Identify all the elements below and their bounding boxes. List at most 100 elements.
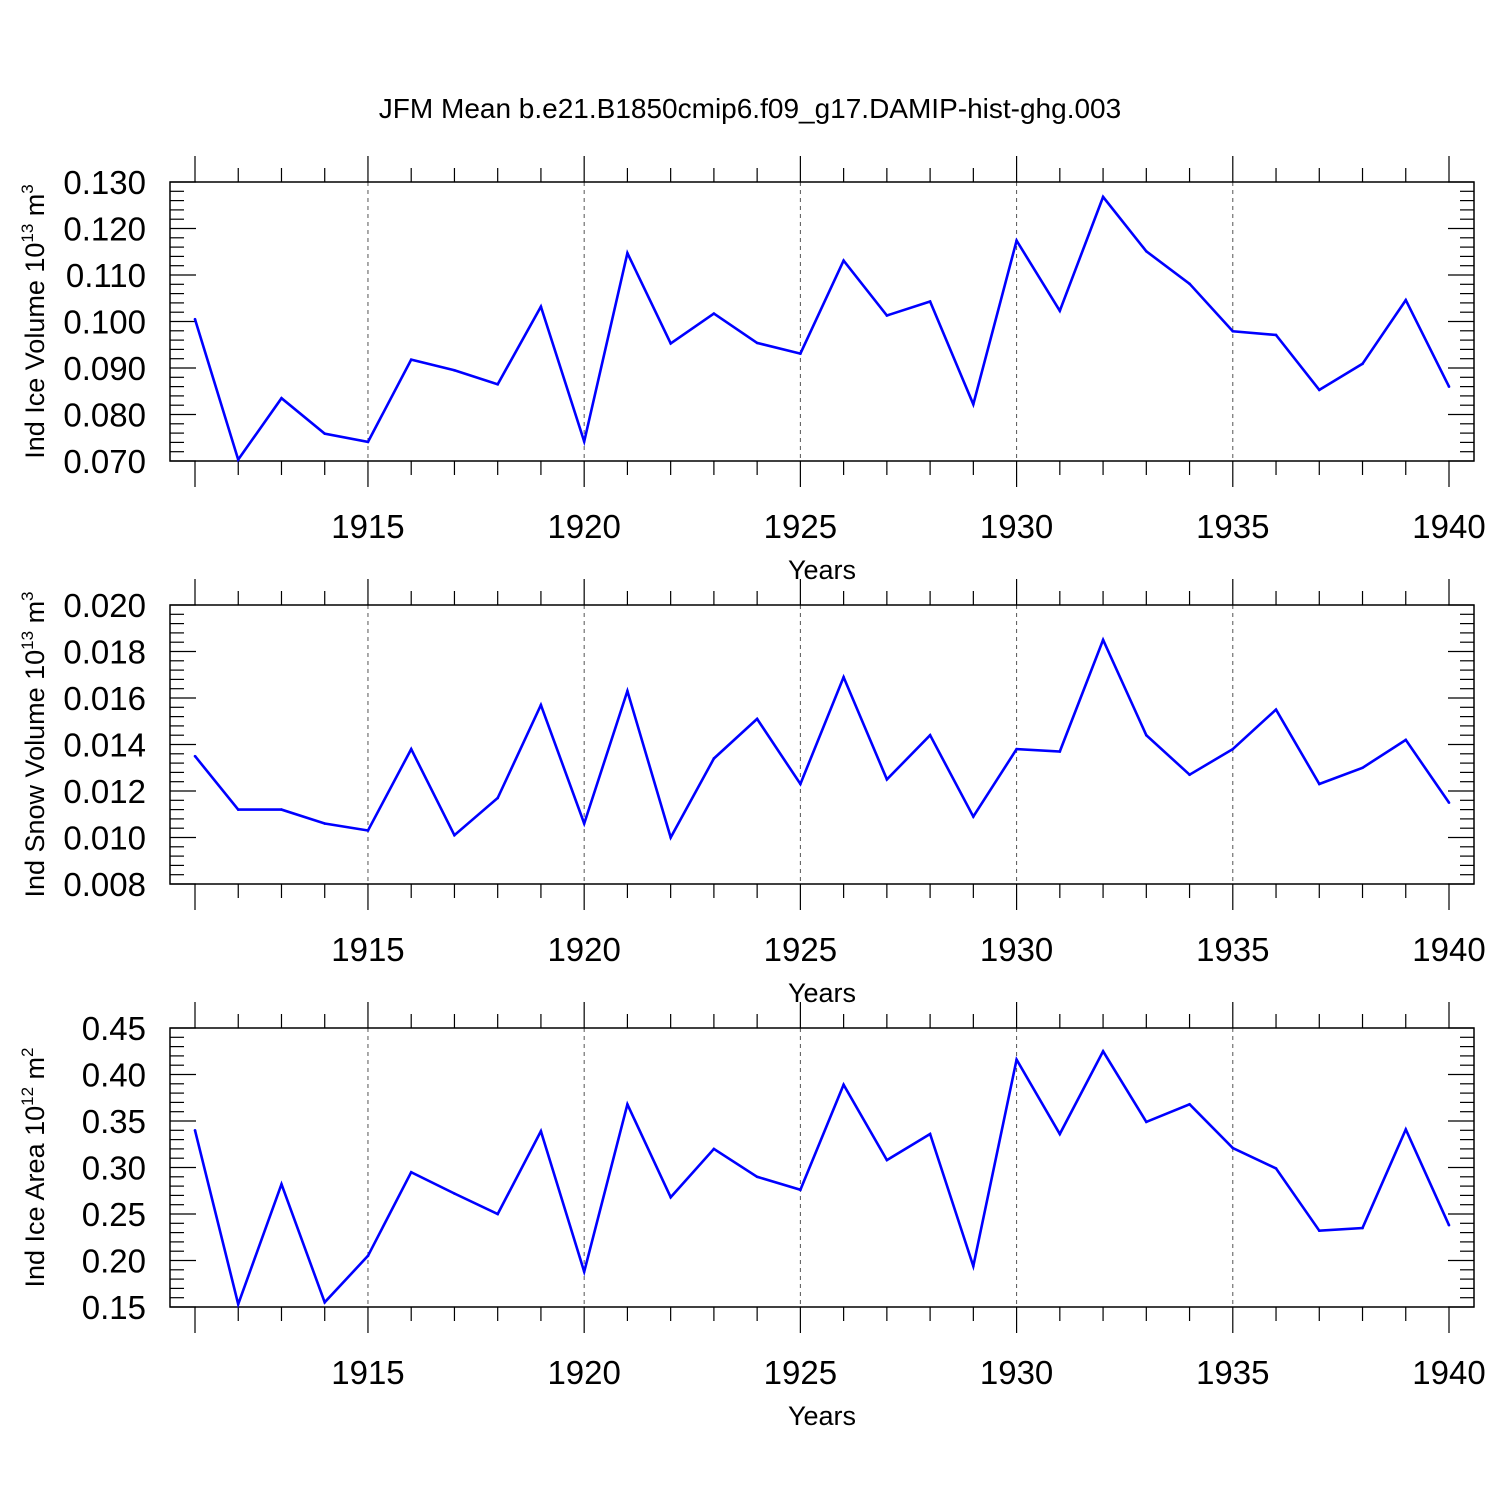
x-tick-label: 1930 [980, 508, 1053, 545]
y-tick-label: 0.110 [66, 257, 146, 294]
data-point [1317, 388, 1321, 392]
y-tick-label: 0.120 [63, 211, 146, 248]
y-tick-label: 0.30 [82, 1150, 146, 1187]
data-point [1231, 329, 1235, 333]
data-point [280, 1182, 283, 1186]
data-point [236, 808, 240, 811]
data-point [1015, 239, 1018, 242]
data-point [280, 396, 283, 400]
data-point [539, 1129, 543, 1133]
series-line-ice-area [193, 1048, 1451, 1309]
y-axis-label-exponent: 13 [18, 631, 37, 650]
data-point [366, 440, 370, 444]
data-point [1188, 773, 1191, 777]
x-tick-label: 1925 [764, 931, 837, 968]
data-point [972, 402, 975, 406]
y-tick-label: 0.35 [82, 1103, 146, 1140]
x-tick-label: 1920 [547, 508, 620, 545]
data-point [755, 1175, 759, 1179]
y-tick-label: 0.018 [63, 634, 146, 671]
data-point [1145, 249, 1148, 253]
data-point [842, 259, 845, 262]
data-point [539, 305, 543, 308]
data-point [1188, 1102, 1191, 1106]
data-point [193, 1129, 197, 1132]
y-axis-label-unit-exponent: 3 [18, 184, 37, 193]
data-point [236, 458, 240, 461]
chart-title: JFM Mean b.e21.B1850cmip6.f09_g17.DAMIP-… [379, 93, 1121, 124]
data-point [972, 815, 975, 818]
x-axis-label: Years [788, 978, 856, 1008]
x-tick-label: 1930 [980, 931, 1053, 968]
x-tick-label: 1940 [1412, 931, 1485, 968]
x-tick-label: 1920 [547, 931, 620, 968]
data-point [842, 1083, 845, 1087]
data-point [1015, 747, 1018, 751]
data-point [1404, 298, 1408, 302]
y-axis-label-text: Ind Ice Volume 10 [20, 243, 50, 459]
data-point [1274, 708, 1278, 711]
data-point [582, 822, 586, 825]
y-tick-label: 0.020 [63, 587, 146, 624]
data-point [1058, 1132, 1062, 1136]
data-point [712, 312, 716, 315]
data-point [1058, 750, 1062, 753]
x-tick-label: 1915 [331, 508, 404, 545]
data-point [323, 432, 327, 435]
data-point [928, 733, 932, 737]
data-point [626, 251, 629, 255]
x-tick-label: 1925 [764, 508, 837, 545]
data-point [409, 1170, 413, 1174]
data-point [496, 382, 499, 386]
panel-snow-volume: 1915 1920 1925 1930 1935 1940 Years 0.008 0.010 0… [18, 579, 1486, 1008]
y-tick-label: 0.070 [63, 443, 146, 480]
data-point [669, 1195, 672, 1199]
data-point [1274, 333, 1278, 337]
data-point [366, 1254, 370, 1258]
data-point [928, 1132, 932, 1136]
data-point [626, 689, 629, 693]
y-tick-label: 0.008 [63, 866, 146, 903]
x-tick-label: 1930 [980, 1354, 1053, 1391]
data-point [799, 1188, 802, 1192]
y-axis-label-unit: m [20, 601, 50, 631]
data-point [755, 341, 759, 345]
data-point [1274, 1167, 1278, 1170]
data-point [1188, 282, 1191, 286]
x-axis-label: Years [788, 1401, 856, 1431]
x-tick-label: 1940 [1412, 1354, 1485, 1391]
y-tick-label: 0.130 [63, 164, 146, 201]
x-tick-label: 1935 [1196, 931, 1269, 968]
data-point [712, 1147, 716, 1151]
data-point [1404, 738, 1408, 742]
y-tick-label: 0.014 [63, 727, 146, 764]
x-tick-label: 1920 [547, 1354, 620, 1391]
data-point [323, 822, 327, 825]
x-tick-label: 1915 [331, 1354, 404, 1391]
series-line-snow-volume [193, 636, 1451, 841]
y-tick-label: 0.40 [82, 1057, 146, 1094]
data-point [1231, 1146, 1235, 1150]
data-point [1317, 782, 1321, 786]
data-point [1447, 1223, 1451, 1227]
y-axis-label-exponent: 12 [18, 1087, 37, 1106]
data-point [755, 717, 759, 721]
y-tick-label: 0.25 [82, 1196, 146, 1233]
y-axis-label-unit: m [20, 194, 50, 224]
y-tick-label: 0.100 [63, 304, 146, 341]
y-axis-label-text: Ind Snow Volume 10 [20, 650, 50, 898]
data-point [972, 1264, 975, 1268]
data-point [799, 352, 802, 355]
data-point [669, 836, 672, 839]
panel-ice-volume: 1915 1920 1925 1930 1935 1940 Years 0.070 0.080 0… [18, 156, 1486, 585]
data-point [582, 1270, 586, 1273]
y-tick-label: 0.20 [82, 1243, 146, 1280]
y-tick-label: 0.080 [63, 397, 146, 434]
data-point [1361, 766, 1364, 770]
x-axis-label: Years [788, 555, 856, 585]
x-tick-label: 1915 [331, 931, 404, 968]
data-point [928, 300, 932, 303]
y-axis-label-unit: m [20, 1057, 50, 1087]
